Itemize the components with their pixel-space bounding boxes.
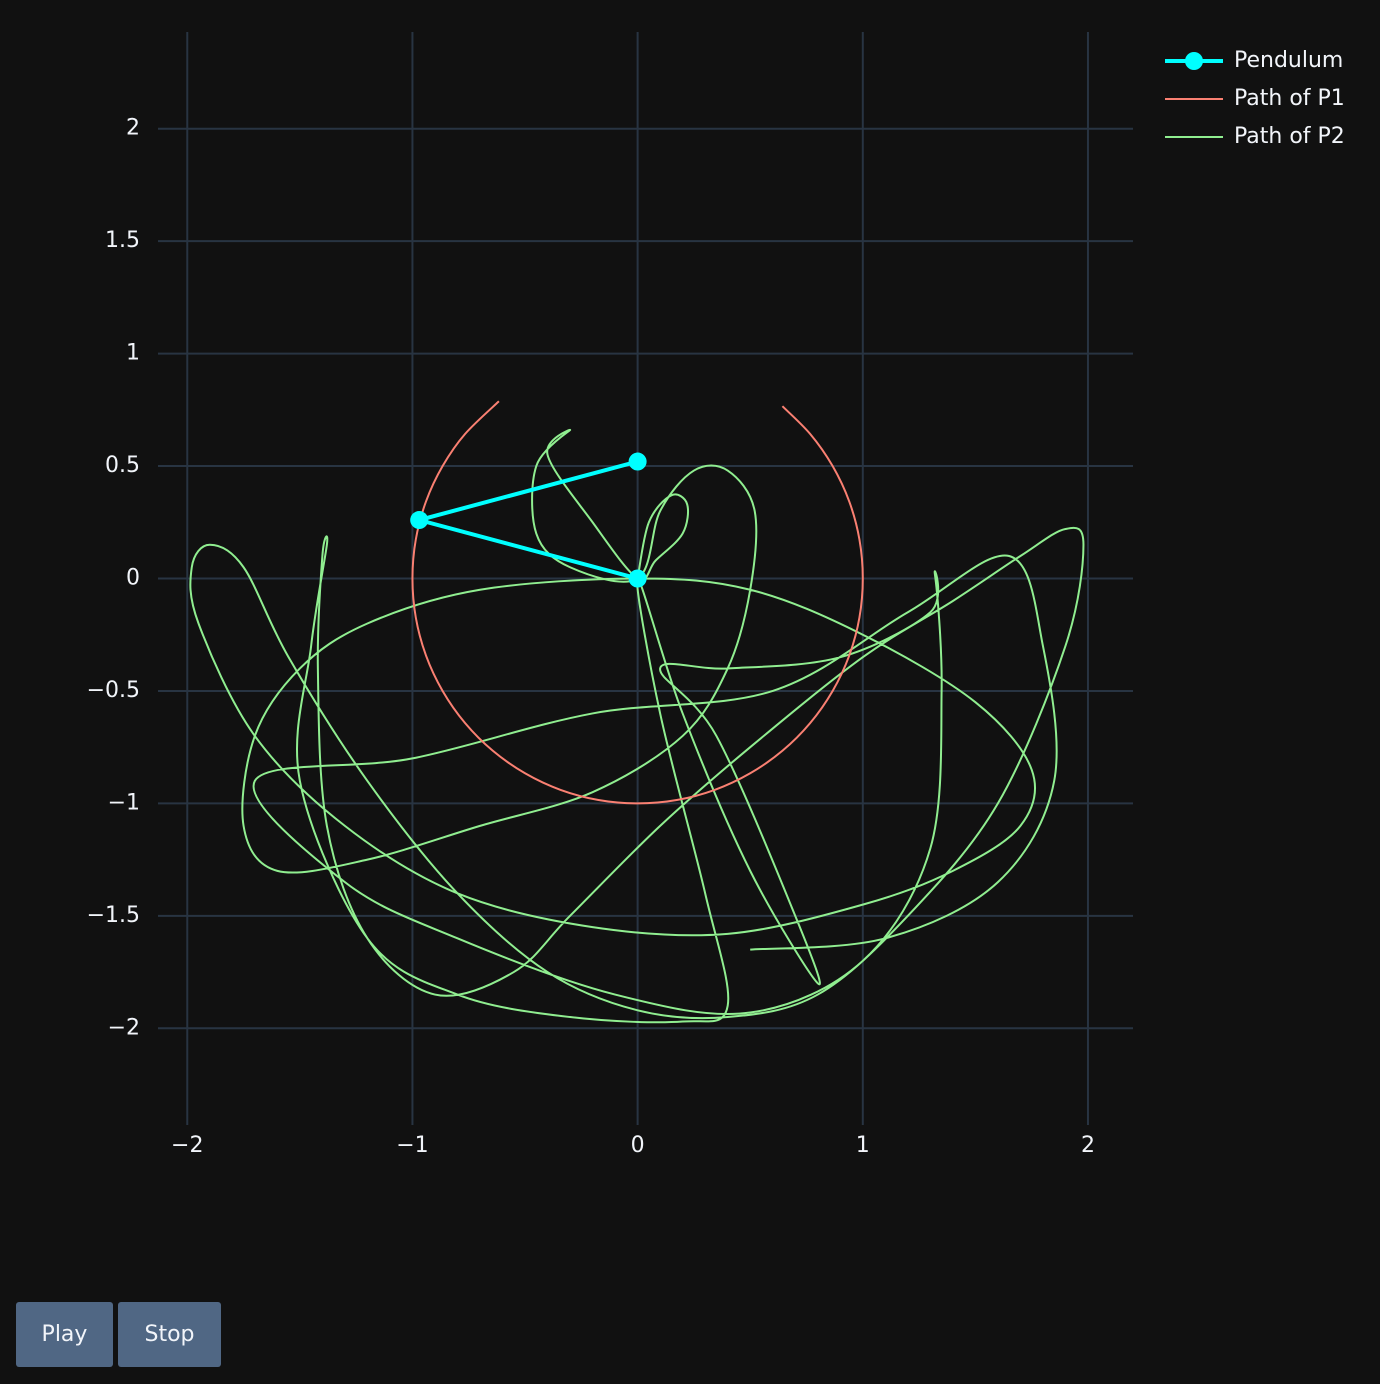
y-tick-label: −0.5 [87,678,140,703]
legend-marker [1185,52,1203,70]
y-tick-label: −1.5 [87,903,140,928]
x-tick-label: 1 [856,1133,870,1158]
legend-label: Pendulum [1234,48,1343,73]
series-line [189,428,1085,1024]
y-tick-label: 1.5 [105,228,140,253]
marker [628,569,647,588]
y-tick-label: 1 [126,341,140,366]
y-tick-label: 0.5 [105,453,140,478]
series-line [411,459,639,581]
x-tick-label: −1 [396,1133,428,1158]
marker [628,452,647,471]
series-line [411,400,864,805]
y-tick-label: 0 [126,566,140,591]
legend-label: Path of P1 [1234,86,1345,111]
play-button[interactable]: Play [16,1302,113,1367]
x-tick-label: −2 [171,1133,203,1158]
x-tick-label: 0 [631,1133,645,1158]
y-tick-label: −2 [108,1015,140,1040]
stop-button[interactable]: Stop [118,1302,221,1367]
y-tick-label: 2 [126,116,140,141]
marker [410,511,429,530]
x-tick-label: 2 [1081,1133,1095,1158]
legend-label: Path of P2 [1234,124,1345,149]
chart: −2 −1 0 1 2 −2 −1.5 −1 −0.5 0 0.5 1 1.5 2 Pendulum Path… [87,32,1345,1158]
y-tick-label: −1 [108,790,140,815]
